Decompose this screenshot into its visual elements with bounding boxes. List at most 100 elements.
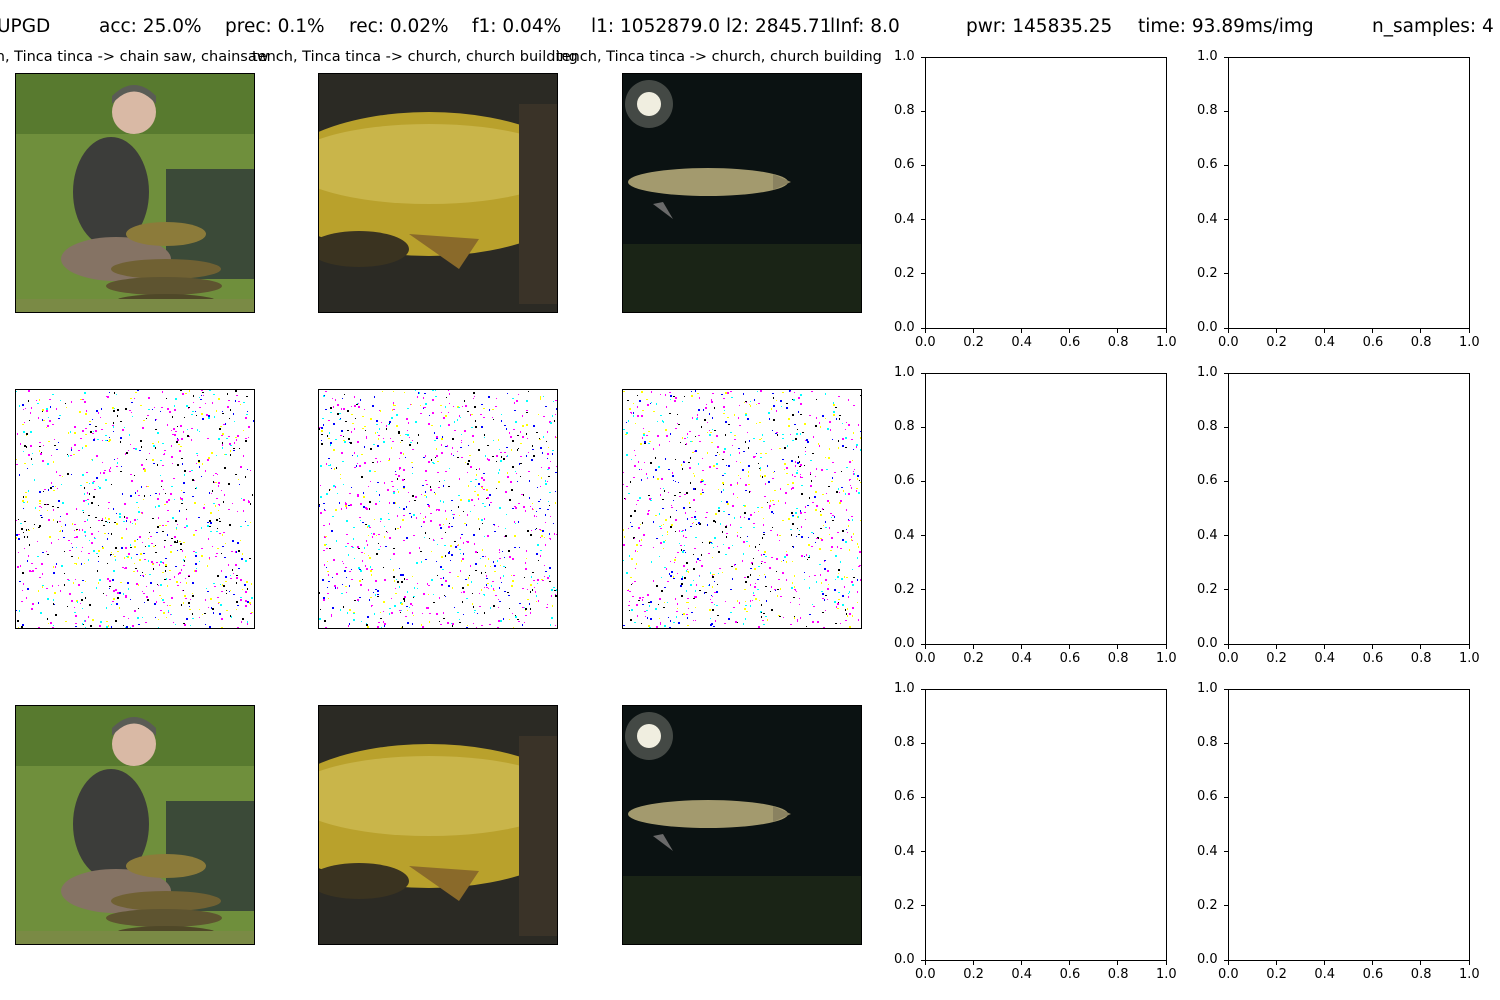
y-tick-label: 0.0 <box>1197 952 1218 967</box>
y-tick-mark <box>1224 960 1228 961</box>
y-tick-label: 0.8 <box>894 103 915 118</box>
x-tick-mark <box>1021 329 1022 333</box>
x-tick-label: 0.6 <box>1060 967 1081 982</box>
x-tick-mark <box>1166 961 1167 965</box>
x-tick-mark <box>1276 961 1277 965</box>
y-tick-mark <box>1224 111 1228 112</box>
method-label: UPGD <box>0 16 50 37</box>
y-tick-mark <box>921 743 925 744</box>
x-tick-label: 0.0 <box>915 651 936 666</box>
x-tick-label: 0.2 <box>963 967 984 982</box>
y-tick-mark <box>1224 481 1228 482</box>
empty-axes-r1-c5 <box>1228 57 1470 329</box>
y-tick-mark <box>1224 743 1228 744</box>
accuracy-label: acc: 25.0% <box>99 16 202 37</box>
x-tick-mark <box>1117 645 1118 649</box>
recall-label: rec: 0.02% <box>349 16 449 37</box>
linf-label: lInf: 8.0 <box>830 16 900 37</box>
x-tick-label: 0.6 <box>1060 335 1081 350</box>
x-tick-label: 0.2 <box>1266 651 1287 666</box>
x-tick-mark <box>1372 329 1373 333</box>
y-tick-label: 1.0 <box>1197 681 1218 696</box>
y-tick-label: 0.8 <box>1197 103 1218 118</box>
x-tick-label: 0.4 <box>1011 967 1032 982</box>
x-tick-label: 0.8 <box>1108 335 1129 350</box>
x-tick-label: 0.2 <box>963 651 984 666</box>
y-tick-label: 0.0 <box>1197 636 1218 651</box>
y-tick-mark <box>921 328 925 329</box>
y-tick-mark <box>1224 427 1228 428</box>
original-image-1 <box>15 73 255 313</box>
x-tick-mark <box>925 645 926 649</box>
x-tick-mark <box>1069 329 1070 333</box>
adversarial-image-3 <box>622 705 862 945</box>
y-tick-mark <box>921 427 925 428</box>
y-tick-label: 0.8 <box>894 735 915 750</box>
empty-axes-r2-c5 <box>1228 373 1470 645</box>
column-title-3: tench, Tinca tinca -> church, church bui… <box>556 49 882 65</box>
y-tick-mark <box>1224 644 1228 645</box>
x-tick-mark <box>973 645 974 649</box>
x-tick-label: 0.6 <box>1060 651 1081 666</box>
y-tick-label: 0.6 <box>1197 789 1218 804</box>
y-tick-mark <box>921 481 925 482</box>
x-tick-label: 0.8 <box>1411 967 1432 982</box>
norms-label: l1: 1052879.0 l2: 2845.71 <box>591 16 831 37</box>
x-tick-label: 1.0 <box>1459 651 1480 666</box>
perturbation-image-1 <box>15 389 255 629</box>
original-image-2 <box>318 73 558 313</box>
y-tick-mark <box>921 960 925 961</box>
y-tick-mark <box>921 689 925 690</box>
y-tick-mark <box>921 373 925 374</box>
x-tick-label: 0.4 <box>1314 651 1335 666</box>
empty-axes-r3-c5 <box>1228 689 1470 961</box>
x-tick-mark <box>925 961 926 965</box>
figure-suptitle: UPGD acc: 25.0% prec: 0.1% rec: 0.02% f1… <box>0 16 1500 42</box>
perturbation-image-2 <box>318 389 558 629</box>
x-tick-mark <box>1469 329 1470 333</box>
y-tick-label: 0.4 <box>894 844 915 859</box>
x-tick-label: 0.2 <box>1266 335 1287 350</box>
x-tick-mark <box>1324 329 1325 333</box>
x-tick-mark <box>925 329 926 333</box>
x-tick-mark <box>973 329 974 333</box>
x-tick-label: 0.6 <box>1363 651 1384 666</box>
x-tick-mark <box>1276 329 1277 333</box>
time-label: time: 93.89ms/img <box>1138 16 1314 37</box>
x-tick-mark <box>1372 645 1373 649</box>
y-tick-label: 0.0 <box>1197 320 1218 335</box>
y-tick-mark <box>921 644 925 645</box>
y-tick-mark <box>921 589 925 590</box>
y-tick-label: 0.8 <box>1197 735 1218 750</box>
y-tick-mark <box>921 851 925 852</box>
x-tick-label: 0.8 <box>1108 651 1129 666</box>
y-tick-label: 0.4 <box>1197 528 1218 543</box>
x-tick-mark <box>1420 645 1421 649</box>
x-tick-label: 0.0 <box>915 967 936 982</box>
y-tick-mark <box>1224 219 1228 220</box>
y-tick-mark <box>921 535 925 536</box>
y-tick-label: 0.2 <box>894 266 915 281</box>
x-tick-label: 0.0 <box>1218 967 1239 982</box>
x-tick-mark <box>1117 961 1118 965</box>
y-tick-label: 1.0 <box>1197 49 1218 64</box>
y-tick-mark <box>921 111 925 112</box>
x-tick-label: 0.8 <box>1411 335 1432 350</box>
y-tick-label: 1.0 <box>894 681 915 696</box>
y-tick-label: 0.0 <box>894 636 915 651</box>
y-tick-label: 0.2 <box>1197 898 1218 913</box>
y-tick-mark <box>1224 165 1228 166</box>
y-tick-label: 0.0 <box>894 320 915 335</box>
x-tick-label: 0.0 <box>915 335 936 350</box>
y-tick-mark <box>1224 273 1228 274</box>
x-tick-label: 1.0 <box>1156 335 1177 350</box>
y-tick-mark <box>921 273 925 274</box>
original-image-3 <box>622 73 862 313</box>
x-tick-mark <box>973 961 974 965</box>
x-tick-label: 0.4 <box>1011 651 1032 666</box>
x-tick-label: 0.8 <box>1108 967 1129 982</box>
samples-label: n_samples: 4 <box>1372 16 1494 37</box>
y-tick-mark <box>1224 851 1228 852</box>
adversarial-image-1 <box>15 705 255 945</box>
x-tick-label: 0.2 <box>963 335 984 350</box>
